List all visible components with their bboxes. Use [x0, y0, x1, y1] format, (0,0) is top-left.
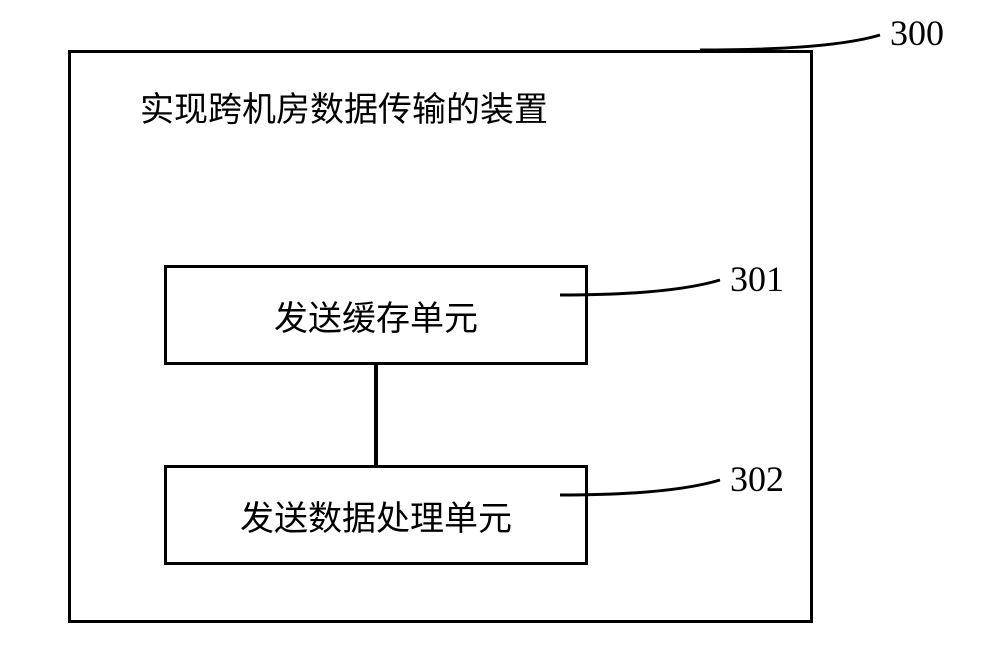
box-send-data-processing-unit: 发送数据处理单元 — [164, 465, 588, 565]
callout-line-301 — [560, 265, 740, 315]
callout-line-302 — [560, 465, 740, 515]
ref-number-302: 302 — [730, 458, 784, 500]
outer-box-title: 实现跨机房数据传输的装置 — [140, 82, 548, 131]
box-send-buffer-unit: 发送缓存单元 — [164, 265, 588, 365]
connector-301-302 — [374, 365, 378, 465]
ref-number-300: 300 — [890, 12, 944, 54]
callout-line-300 — [700, 20, 900, 70]
ref-number-301: 301 — [730, 258, 784, 300]
box-301-label: 发送缓存单元 — [274, 291, 478, 340]
box-302-label: 发送数据处理单元 — [240, 491, 512, 540]
